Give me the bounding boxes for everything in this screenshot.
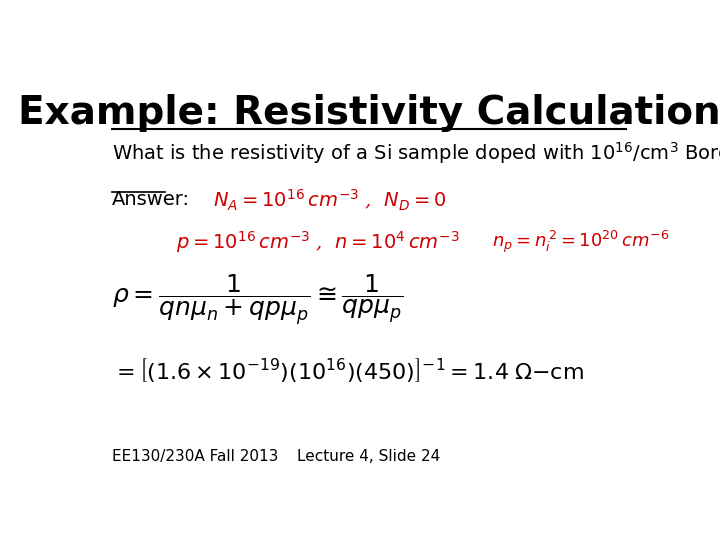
Text: Example: Resistivity Calculation: Example: Resistivity Calculation <box>18 94 720 132</box>
Text: $p = 10^{16}\,cm^{-3}$ ,  $n = 10^4\,cm^{-3}$: $p = 10^{16}\,cm^{-3}$ , $n = 10^4\,cm^{… <box>176 229 460 255</box>
Text: What is the resistivity of a Si sample doped with 10$^{16}$/cm$^3$ Boron?: What is the resistivity of a Si sample d… <box>112 140 720 166</box>
Text: Answer:: Answer: <box>112 190 190 208</box>
Text: $N_A = 10^{16}\,cm^{-3}$ ,  $N_D = 0$: $N_A = 10^{16}\,cm^{-3}$ , $N_D = 0$ <box>213 187 446 213</box>
Text: Lecture 4, Slide 24: Lecture 4, Slide 24 <box>297 449 441 464</box>
Text: $n_p = n_i^{\,2} = 10^{20}\,cm^{-6}$: $n_p = n_i^{\,2} = 10^{20}\,cm^{-6}$ <box>492 229 669 255</box>
Text: EE130/230A Fall 2013: EE130/230A Fall 2013 <box>112 449 279 464</box>
Text: $= \left[(1.6\times10^{-19})(10^{16})(450)\right]^{-1} = 1.4\;\Omega\mathrm{-cm}: $= \left[(1.6\times10^{-19})(10^{16})(45… <box>112 356 584 384</box>
Text: $\rho = \dfrac{1}{qn\mu_n + qp\mu_p} \cong \dfrac{1}{qp\mu_p}$: $\rho = \dfrac{1}{qn\mu_n + qp\mu_p} \co… <box>112 273 404 327</box>
